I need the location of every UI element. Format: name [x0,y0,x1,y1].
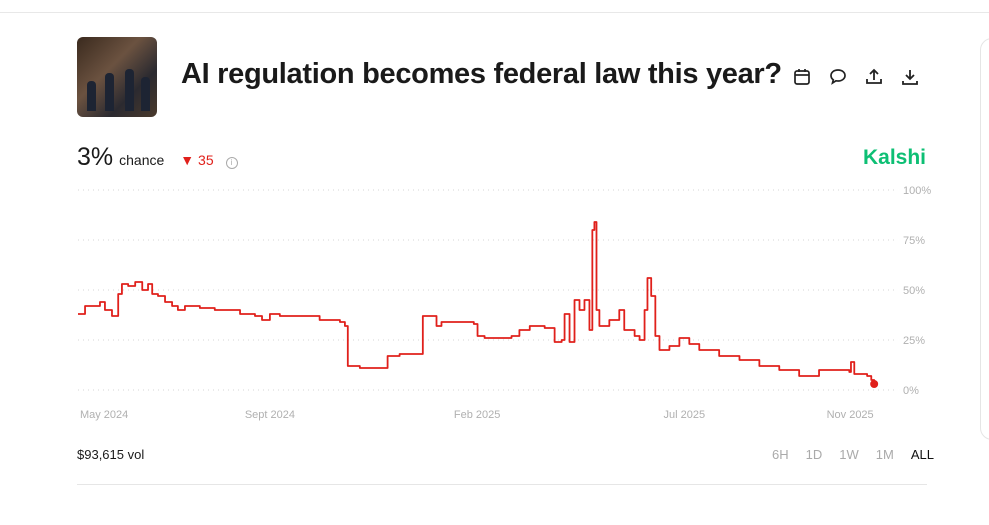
series-line-yes [78,221,876,384]
range-selector: 6H 1D 1W 1M ALL [772,447,934,462]
range-1w[interactable]: 1W [839,447,859,462]
x-tick-label: Nov 2025 [827,409,874,421]
down-triangle-icon: ▼ [180,152,195,168]
volume: $93,615 vol [77,447,145,462]
price-chart[interactable]: 100% 75% 50% 25% 0% May 2024 Sept 2024 Feb 2025… [0,0,989,430]
range-1d[interactable]: 1D [805,447,823,462]
probability-value: 3% [77,143,114,171]
y-tick-label: 50% [903,285,925,297]
info-icon[interactable]: i [225,157,238,169]
range-6h[interactable]: 6H [772,447,789,462]
probability-summary: 3% chance ▼ 35 i [77,143,238,172]
download-icon[interactable] [900,67,920,87]
bottom-divider [77,484,927,485]
share-icon[interactable] [864,67,884,87]
current-value-dot [870,380,879,388]
comment-icon[interactable] [828,67,848,87]
calendar-icon[interactable] [792,67,812,87]
change-value: 35 [198,152,214,168]
y-tick-label: 75% [903,235,925,247]
chance-label: chance [119,152,165,168]
change-indicator: ▼ 35 [180,152,213,168]
x-tick-label: May 2024 [80,409,128,421]
y-tick-label: 0% [903,385,919,397]
range-all[interactable]: ALL [910,447,934,462]
x-tick-label: Jul 2025 [664,409,706,421]
y-tick-label: 100% [903,185,931,197]
market-image [77,37,157,117]
market-title: AI regulation becomes federal law this y… [181,58,782,90]
range-1m[interactable]: 1M [875,447,894,462]
top-divider [0,12,989,13]
x-tick-label: Feb 2025 [454,409,500,421]
y-tick-label: 25% [903,335,925,347]
brand-logo: Kalshi [863,146,927,169]
x-tick-label: Sept 2024 [245,409,295,421]
